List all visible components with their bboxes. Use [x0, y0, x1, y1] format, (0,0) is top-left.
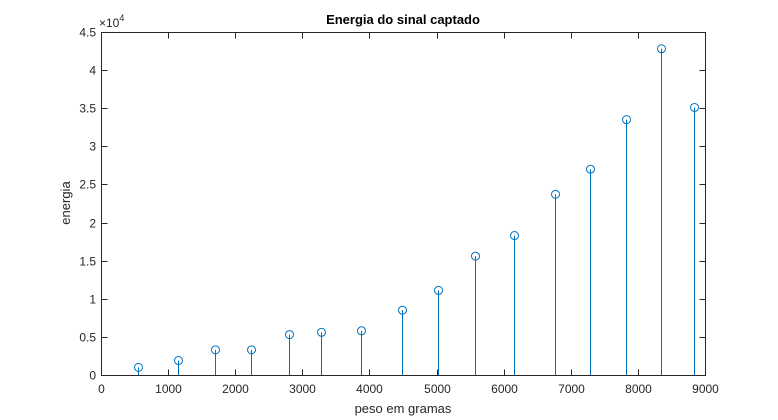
- stem-marker: [471, 251, 480, 261]
- x-tick-label: 2000: [222, 382, 249, 396]
- x-tick-label: 7000: [558, 382, 585, 396]
- x-tick-label: 0: [98, 382, 105, 396]
- y-tick-label: 4: [89, 64, 96, 78]
- ticks-layer: [101, 32, 706, 376]
- stem-marker: [690, 102, 699, 112]
- x-tick-label: 5000: [424, 382, 451, 396]
- chart-title: Energia do sinal captado: [326, 12, 480, 27]
- stem-marker: [285, 330, 294, 340]
- y-tick-label: 0.5: [79, 331, 96, 345]
- x-tick-label: 9000: [692, 382, 719, 396]
- stem-marker: [357, 326, 366, 336]
- stem-marker: [510, 231, 519, 241]
- stem-marker: [398, 305, 407, 315]
- x-tick-label: 6000: [491, 382, 518, 396]
- y-tick-label: 3.5: [79, 102, 96, 116]
- x-tick-labels: 0 1000 2000 3000 4000 5000 6000 7000 8000 9000: [98, 382, 719, 396]
- stem-marker: [317, 327, 326, 337]
- stem-marker: [247, 345, 256, 355]
- y-tick-label: 0: [89, 369, 96, 383]
- stems-layer: [134, 44, 699, 375]
- x-tick-label: 1000: [155, 382, 182, 396]
- y-axis-exponent: ×104: [99, 13, 124, 30]
- x-axis-label: peso em gramas: [355, 401, 452, 416]
- y-tick-label: 1: [89, 293, 96, 307]
- y-tick-label: 2.5: [79, 178, 96, 192]
- stem-marker: [211, 345, 220, 355]
- y-axis-label: energia: [58, 181, 73, 225]
- y-tick-label: 4.5: [79, 26, 96, 40]
- stem-marker: [586, 164, 595, 174]
- x-tick-label: 8000: [625, 382, 652, 396]
- y-tick-label: 2: [89, 217, 96, 231]
- stem-marker: [551, 189, 560, 199]
- y-tick-labels: 0 0.5 1 1.5 2 2.5 3 3.5 4 4.5: [79, 26, 96, 383]
- y-tick-label: 1.5: [79, 255, 96, 269]
- y-exponent-power: 4: [119, 13, 124, 23]
- stem-marker: [657, 44, 666, 54]
- y-tick-label: 3: [89, 140, 96, 154]
- x-tick-label: 3000: [289, 382, 316, 396]
- x-tick-label: 4000: [356, 382, 383, 396]
- stem-marker: [134, 362, 143, 372]
- stem-marker: [622, 115, 631, 125]
- stem-marker: [434, 285, 443, 295]
- y-exponent-base: ×10: [99, 16, 120, 30]
- stem-marker: [174, 356, 183, 366]
